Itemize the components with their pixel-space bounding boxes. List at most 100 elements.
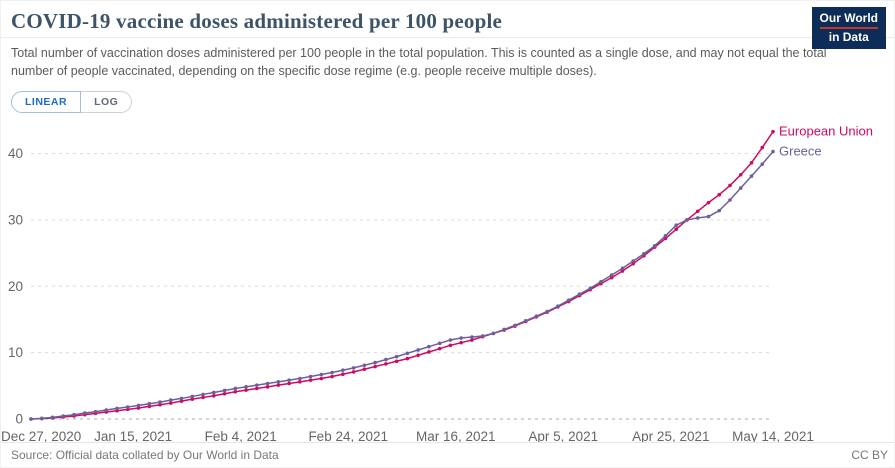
data-point[interactable] [373, 360, 377, 365]
data-point[interactable] [749, 161, 754, 165]
data-point[interactable] [695, 209, 700, 214]
data-point[interactable] [50, 415, 55, 420]
data-point[interactable] [136, 406, 141, 410]
data-point[interactable] [459, 340, 463, 345]
data-point[interactable] [115, 406, 119, 411]
data-point[interactable] [717, 192, 722, 197]
data-point[interactable] [351, 370, 356, 374]
data-point[interactable] [738, 172, 743, 177]
data-point[interactable] [437, 341, 442, 346]
data-point[interactable] [287, 378, 291, 382]
data-point[interactable] [93, 409, 98, 414]
data-point[interactable] [459, 336, 463, 340]
data-point[interactable] [706, 200, 711, 205]
page-title[interactable]: COVID-19 vaccine doses administered per … [11, 9, 503, 33]
series-european-union[interactable]: European Union [29, 124, 873, 421]
series-end-label-greece[interactable]: Greece [779, 144, 822, 159]
data-point[interactable] [427, 350, 431, 354]
data-point[interactable] [631, 259, 636, 263]
data-point[interactable] [179, 396, 184, 401]
data-point[interactable] [556, 304, 560, 308]
data-point[interactable] [384, 357, 388, 362]
data-point[interactable] [620, 269, 625, 273]
data-point[interactable] [168, 401, 173, 405]
chart-svg[interactable]: 0 10 20 30 40 Dec 27, 2020 Jan 15, 2021 Feb 4, … [1, 117, 895, 449]
data-point[interactable] [728, 183, 732, 188]
series-line-european-union[interactable] [30, 131, 774, 420]
data-point[interactable] [470, 335, 474, 339]
data-point[interactable] [287, 381, 291, 386]
data-point[interactable] [566, 298, 571, 303]
data-point[interactable] [631, 261, 636, 266]
license-text[interactable]: CC BY [851, 448, 888, 462]
data-point[interactable] [276, 380, 281, 384]
data-point[interactable] [674, 227, 679, 231]
data-point[interactable] [190, 394, 195, 399]
data-point[interactable] [341, 372, 345, 377]
data-point[interactable] [480, 334, 485, 338]
data-point[interactable] [222, 388, 227, 393]
data-point[interactable] [179, 399, 184, 403]
data-point[interactable] [276, 383, 281, 387]
data-point[interactable] [545, 309, 549, 314]
data-point[interactable] [319, 376, 324, 381]
data-point[interactable] [29, 417, 33, 421]
data-point[interactable] [663, 234, 668, 238]
data-point[interactable] [147, 401, 152, 406]
data-point[interactable] [125, 405, 130, 409]
data-point[interactable] [695, 216, 700, 220]
data-point[interactable] [233, 386, 238, 391]
data-point[interactable] [717, 208, 722, 213]
data-point[interactable] [308, 374, 313, 379]
data-point[interactable] [330, 374, 334, 379]
data-point[interactable] [416, 348, 420, 352]
series-end-label-european-union[interactable]: European Union [779, 124, 873, 139]
linear-toggle-button[interactable]: LINEAR [11, 91, 82, 113]
data-point[interactable] [738, 186, 743, 190]
data-point[interactable] [72, 412, 76, 417]
data-point[interactable] [212, 390, 216, 395]
data-point[interactable] [760, 145, 765, 150]
data-point[interactable] [470, 338, 474, 342]
series-line-greece[interactable] [30, 151, 774, 420]
data-point[interactable] [147, 404, 152, 409]
data-point[interactable] [330, 370, 334, 375]
data-point[interactable] [620, 266, 625, 271]
data-point[interactable] [771, 149, 775, 154]
data-point[interactable] [319, 372, 324, 377]
data-point[interactable] [749, 174, 754, 178]
data-point[interactable] [201, 392, 205, 397]
data-point[interactable] [588, 286, 592, 291]
data-point[interactable] [298, 376, 302, 381]
data-point[interactable] [104, 408, 109, 412]
data-point[interactable] [373, 364, 377, 369]
data-point[interactable] [685, 218, 689, 222]
data-point[interactable] [577, 292, 582, 297]
data-point[interactable] [384, 362, 388, 366]
data-point[interactable] [168, 398, 173, 402]
data-point[interactable] [405, 356, 410, 361]
series-greece[interactable]: Greece [29, 144, 822, 421]
data-point[interactable] [362, 363, 367, 368]
data-point[interactable] [394, 354, 399, 359]
data-point[interactable] [308, 378, 313, 382]
data-point[interactable] [362, 367, 367, 372]
data-point[interactable] [265, 381, 270, 386]
data-point[interactable] [523, 318, 528, 323]
data-point[interactable] [642, 251, 646, 256]
data-point[interactable] [298, 380, 302, 384]
data-point[interactable] [491, 331, 496, 336]
data-point[interactable] [652, 243, 657, 248]
data-point[interactable] [82, 411, 87, 415]
data-point[interactable] [222, 391, 227, 396]
data-point[interactable] [341, 368, 345, 373]
data-point[interactable] [609, 275, 614, 280]
data-point[interactable] [674, 223, 679, 228]
data-point[interactable] [502, 327, 506, 332]
data-point[interactable] [728, 198, 732, 202]
data-point[interactable] [416, 353, 420, 358]
data-point[interactable] [190, 397, 195, 401]
data-point[interactable] [534, 314, 539, 318]
data-point[interactable] [244, 385, 248, 389]
data-point[interactable] [265, 385, 270, 389]
